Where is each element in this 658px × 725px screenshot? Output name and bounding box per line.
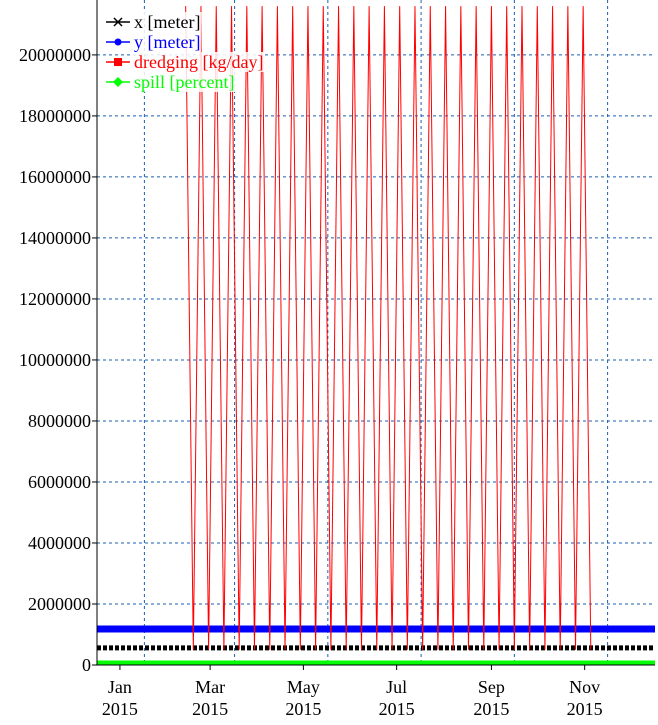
legend-label: spill [percent]	[134, 72, 234, 92]
legend-label-bg	[133, 32, 202, 52]
y-tick-label: 14000000	[19, 228, 91, 248]
legend: x [meter]y [meter]dredging [kg/day]spill…	[106, 12, 265, 92]
legend-marker	[114, 38, 122, 46]
x-tick-label: Mar 2015	[192, 677, 228, 719]
series-line	[185, 6, 592, 650]
legend-label-bg	[133, 52, 265, 72]
x-tick-label: Jan 2015	[102, 677, 138, 719]
y-tick-label: 0	[82, 655, 91, 675]
y-tick-label: 20000000	[19, 45, 91, 65]
x-tick-label: May 2015	[285, 677, 321, 719]
y-tick-label: 8000000	[28, 411, 91, 431]
y-tick-label: 4000000	[28, 533, 91, 553]
x-tick-label: Jul 2015	[379, 677, 415, 719]
y-tick-label: 18000000	[19, 106, 91, 126]
legend-label: x [meter]	[134, 12, 200, 32]
legend-label-bg	[133, 72, 236, 92]
legend-marker	[114, 58, 122, 66]
y-tick-label: 6000000	[28, 472, 91, 492]
legend-label: dredging [kg/day]	[134, 52, 263, 72]
legend-marker	[113, 77, 123, 87]
y-tick-label: 2000000	[28, 594, 91, 614]
y-tick-label: 12000000	[19, 289, 91, 309]
x-tick-label: Nov 2015	[567, 677, 603, 719]
legend-marker	[113, 17, 123, 27]
legend-label: y [meter]	[134, 32, 200, 52]
x-tick-label: Sep 2015	[473, 677, 509, 719]
legend-label-bg	[133, 12, 202, 32]
y-tick-label: 16000000	[19, 167, 91, 187]
y-tick-label: 10000000	[19, 350, 91, 370]
